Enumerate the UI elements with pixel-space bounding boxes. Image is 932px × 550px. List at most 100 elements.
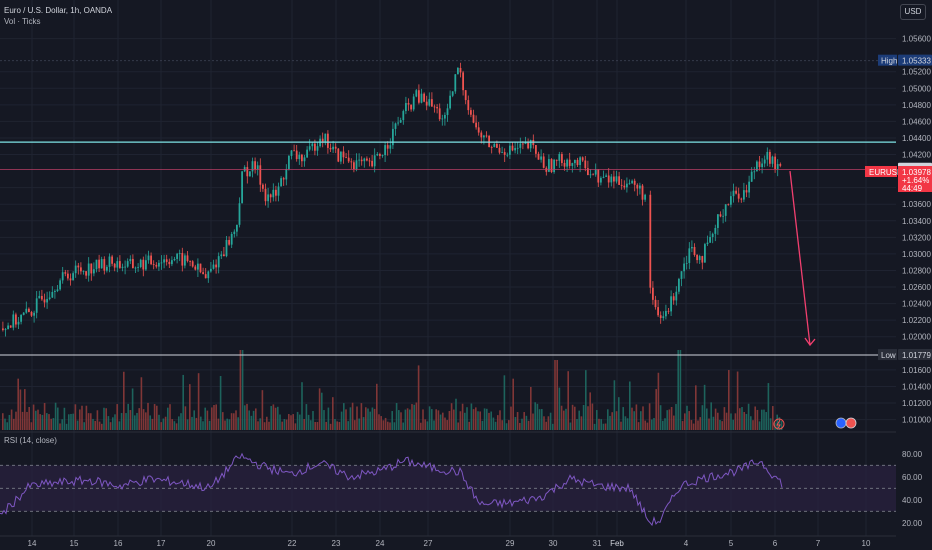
volume-bar <box>717 412 719 430</box>
price-axis[interactable] <box>896 0 932 550</box>
candle-body <box>347 157 350 162</box>
candle-body <box>493 143 496 148</box>
time-tick-label: 24 <box>376 539 385 548</box>
candle-body <box>93 269 95 274</box>
candle-body <box>61 272 64 281</box>
volume-bar <box>103 407 105 430</box>
volume-bar <box>129 410 132 430</box>
candle-body <box>558 154 561 161</box>
price-tick-label: 1.01000 <box>902 416 931 425</box>
volume-bar <box>450 403 453 430</box>
volume-bar <box>431 409 433 430</box>
candle-body <box>571 163 574 166</box>
volume-bar <box>699 417 701 430</box>
volume-bar <box>347 421 349 430</box>
volume-bar <box>46 413 48 430</box>
volume-bar <box>101 423 103 430</box>
candle-body <box>158 262 160 267</box>
volume-bar <box>61 419 63 430</box>
volume-bar <box>85 405 88 430</box>
candle-body <box>285 169 288 180</box>
volume-bar <box>120 413 123 430</box>
candle-body <box>43 299 46 303</box>
candle-body <box>769 151 771 164</box>
volume-bar <box>406 408 409 430</box>
volume-bar <box>329 423 332 430</box>
volume-bar <box>580 416 583 430</box>
volume-bar <box>134 415 136 430</box>
candle-body <box>223 254 225 257</box>
rsi-tick-label: 60.00 <box>902 473 923 482</box>
volume-bar <box>281 421 283 430</box>
rsi-line <box>0 452 783 527</box>
candle-body <box>776 164 779 169</box>
event-flag-icon[interactable] <box>835 417 857 429</box>
candle-body <box>522 143 524 145</box>
currency-button[interactable]: USD <box>900 4 926 20</box>
volume-bar <box>186 419 189 430</box>
candle-body <box>51 291 54 298</box>
volume-bar <box>213 404 215 430</box>
volume-bar <box>195 417 198 430</box>
candle-body <box>711 233 714 238</box>
volume-bar <box>316 422 319 430</box>
time-axis[interactable] <box>0 537 932 550</box>
volume-bar <box>305 404 308 430</box>
volume-bar <box>398 410 400 430</box>
candle-body <box>579 157 581 166</box>
candle-body <box>142 259 145 270</box>
volume-bar <box>653 417 655 430</box>
volume-bar <box>373 408 376 430</box>
candle-body <box>288 155 290 170</box>
candle-body <box>293 150 295 152</box>
volume-bar <box>136 412 138 430</box>
candle-body <box>345 157 347 159</box>
volume-bar <box>404 409 407 430</box>
candle-body <box>488 135 490 148</box>
projection-arrow[interactable] <box>789 171 811 346</box>
candle-body <box>277 186 280 196</box>
candle-body <box>433 106 436 108</box>
volume-bar <box>466 407 468 430</box>
candle-body <box>511 145 514 151</box>
candle-body <box>176 253 178 259</box>
lightning-icon[interactable] <box>773 418 785 430</box>
price-tick-label: 1.01600 <box>902 366 931 375</box>
volume-bar <box>620 421 622 430</box>
volume-bar <box>730 413 732 430</box>
candle-body <box>462 72 464 91</box>
volume-bar <box>395 403 398 430</box>
candle-body <box>665 310 667 317</box>
time-tick-label: 27 <box>424 539 433 548</box>
candle-body <box>415 90 418 97</box>
candle-body <box>56 289 59 292</box>
candle-body <box>683 263 685 272</box>
candle-body <box>280 178 282 187</box>
last-price-tag <box>898 166 932 192</box>
volume-bar <box>131 388 134 430</box>
volume-bar <box>637 422 640 430</box>
volume-bar <box>490 411 492 430</box>
candle-body <box>189 261 191 262</box>
volume-bar <box>677 350 679 430</box>
candle-body <box>368 160 371 162</box>
volume-bar <box>492 417 495 430</box>
volume-bar <box>193 410 195 430</box>
volume-bar <box>307 414 310 430</box>
volume-bar <box>259 418 261 430</box>
volume-bar <box>391 411 393 430</box>
volume-bar <box>98 421 101 430</box>
volume-bar <box>105 408 107 430</box>
candle-body <box>691 247 693 249</box>
candle-body <box>215 264 217 268</box>
candle-body <box>126 261 129 267</box>
volume-bar <box>600 419 602 430</box>
high-value-tag-text: 1.05333 <box>902 57 931 66</box>
volume-bar <box>54 402 57 430</box>
volume-bar <box>127 403 129 430</box>
price-tick-label: 1.01400 <box>902 382 931 391</box>
candle-body <box>228 240 230 245</box>
candle-body <box>80 267 82 272</box>
volume-bar <box>505 423 508 430</box>
